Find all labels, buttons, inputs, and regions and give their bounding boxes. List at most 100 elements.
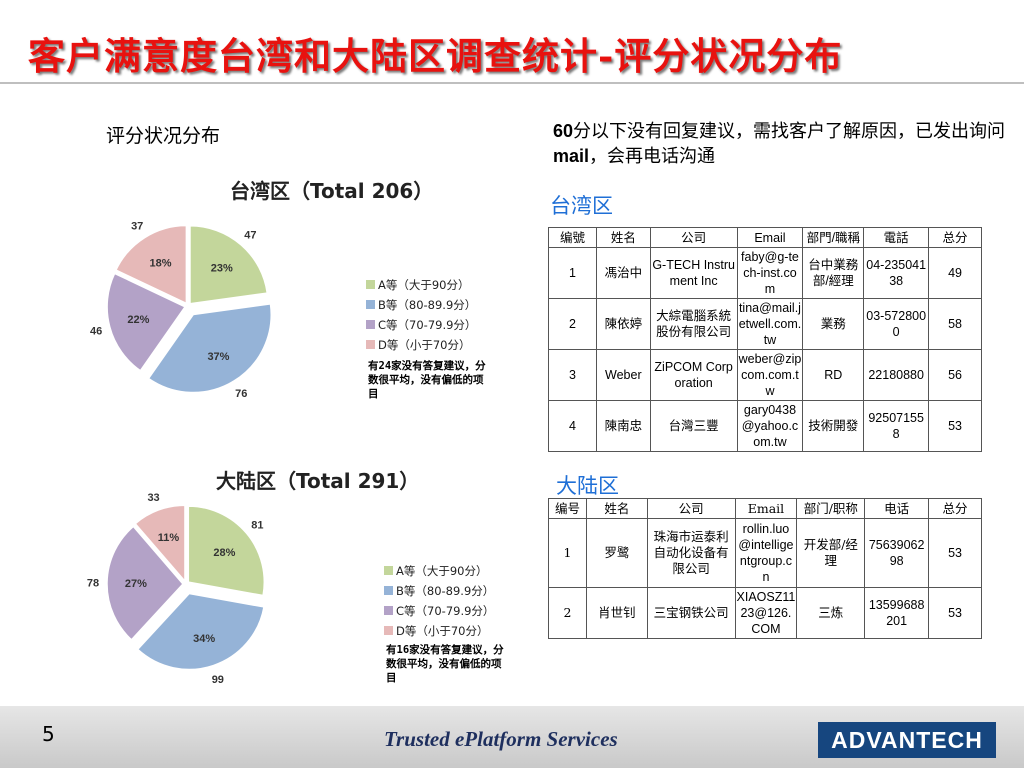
column-header: 电话 [864,498,930,519]
value-label: 78 [87,577,99,589]
table-header-row: 编號 姓名 公司 Email 部門/職稱 電話 总分 [548,227,982,248]
legend-swatch [366,300,375,309]
table-cell: faby@g-tech-inst.com [736,247,804,299]
table-cell: XIAOSZ1123@126.COM [734,587,798,639]
note-text-2: ，会再电话沟通 [589,146,716,167]
table-cell: 1 [548,518,587,588]
table-cell: 3 [548,349,597,401]
table-cell: 馮治中 [595,247,651,299]
table-cell: 4 [548,400,597,452]
table-cell: ZiPCOM Corporation [649,349,738,401]
title-divider [0,82,1024,84]
note-text-1: 分以下没有回复建议，需找客户了解原因，已发出询问 [573,121,1006,142]
legend-swatch [366,340,375,349]
mainland-table: 编号 姓名 公司 Email 部门/职称 电话 总分 1 罗鹭 珠海市运泰利自动… [548,498,982,639]
table-cell: 04-23504138 [863,247,930,299]
legend-swatch [384,626,393,635]
pie-slice [147,303,272,394]
column-header: 部门/职称 [796,498,866,519]
column-header: 姓名 [595,227,651,248]
page-number: 5 [42,722,55,746]
table-cell: 三炼 [796,587,866,639]
value-label: 33 [147,492,159,504]
chart-title: 大陆区（Total 291） [216,469,419,493]
table-cell: Weber [595,349,651,401]
value-label: 47 [244,229,256,241]
column-header: Email [734,498,798,519]
taiwan-chart-comment: 有24家没有答复建议，分数很平均，没有偏低的项目 [368,360,486,400]
legend-entry: D等（小于70分） [378,338,471,352]
column-header: 编号 [548,498,587,519]
table-cell: 53 [928,587,982,639]
footer-slogan: Trusted ePlatform Services [384,727,618,751]
table-cell: 業務 [802,298,865,350]
legend-swatch [366,320,375,329]
value-label: 99 [212,674,224,686]
table-row: 2 陳依婷 大綜電腦系統股份有限公司 tina@mail.jetwell.com… [548,298,982,350]
legend-swatch [384,566,393,575]
column-header: 总分 [928,498,982,519]
table-cell: 2 [548,587,587,639]
table-cell: 58 [928,298,982,350]
table-cell: 1 [548,247,597,299]
legend-swatch [384,606,393,615]
table-cell: 925071558 [863,400,930,452]
legend-entry: D等（小于70分） [396,624,489,638]
table-cell: 开发部/经理 [796,518,866,588]
legend-entry: A等（大于90分） [378,278,470,292]
table-cell: 肖世钊 [585,587,648,639]
table-cell: 53 [928,400,982,452]
column-header: Email [736,227,804,248]
table-cell: tina@mail.jetwell.com.tw [736,298,804,350]
column-header: 部門/職稱 [802,227,865,248]
mainland-pie-chart: 大陆区（Total 291） 28% 81 34% 99 27% 78 11% 33 A等（大于9… [87,469,495,686]
mainland-region-label: 大陆区 [556,474,619,498]
table-cell: 22180880 [863,349,930,401]
table-row: 1 罗鹭 珠海市运泰利自动化设备有限公司 rollin.luo@intellig… [548,518,982,588]
column-header: 電話 [863,227,930,248]
table-row: 3 Weber ZiPCOM Corporation weber@zipcom.… [548,349,982,401]
table-cell: rollin.luo@intelligentgroup.cn [734,518,798,588]
pie-slice [189,224,269,305]
table-cell: 13599688201 [864,587,930,639]
pie-slice [106,272,187,372]
table-cell: 技術開發 [802,400,865,452]
pie-slice [187,505,266,597]
table-cell: 罗鹭 [585,518,648,588]
percent-label: 37% [207,351,229,363]
legend-entry: A等（大于90分） [396,564,488,578]
percent-label: 18% [150,258,172,270]
table-cell: 三宝钢铁公司 [646,587,736,639]
table-cell: 49 [928,247,982,299]
legend-swatch [366,280,375,289]
value-label: 37 [131,221,143,233]
table-cell: 陳南忠 [595,400,651,452]
value-label: 76 [235,388,247,400]
table-cell: 陳依婷 [595,298,651,350]
table-cell: gary0438@yahoo.com.tw [736,400,804,452]
taiwan-table: 编號 姓名 公司 Email 部門/職稱 電話 总分 1 馮治中 G-TECH … [548,227,982,452]
table-header-row: 编号 姓名 公司 Email 部门/职称 电话 总分 [548,498,982,519]
taiwan-region-label: 台湾区 [550,194,613,218]
legend-entry: B等（80-89.9分） [396,584,494,598]
table-cell: 台中業務部/經理 [802,247,865,299]
table-cell: RD [802,349,865,401]
charts-heading: 评分状况分布 [106,125,221,147]
table-cell: G-TECH Instrument Inc [649,247,738,299]
table-row: 4 陳南忠 台灣三豐 gary0438@yahoo.com.tw 技術開發 92… [548,400,982,452]
table-cell: 03-5728000 [863,298,930,350]
value-label: 46 [90,325,102,337]
table-row: 1 馮治中 G-TECH Instrument Inc faby@g-tech-… [548,247,982,299]
legend-entry: C等（70-79.9分） [378,318,476,332]
table-cell: 56 [928,349,982,401]
percent-label: 23% [211,262,233,274]
follow-up-note: 60分以下没有回复建议，需找客户了解原因，已发出询问 mail，会再电话沟通 [553,119,1023,169]
table-cell: 2 [548,298,597,350]
value-label: 81 [251,519,263,531]
note-number: 60 [553,121,574,141]
percent-label: 28% [213,547,235,559]
table-cell: weber@zipcom.com.tw [736,349,804,401]
pie-slice [106,525,185,641]
percent-label: 22% [127,314,149,326]
pie-slice [134,504,186,584]
